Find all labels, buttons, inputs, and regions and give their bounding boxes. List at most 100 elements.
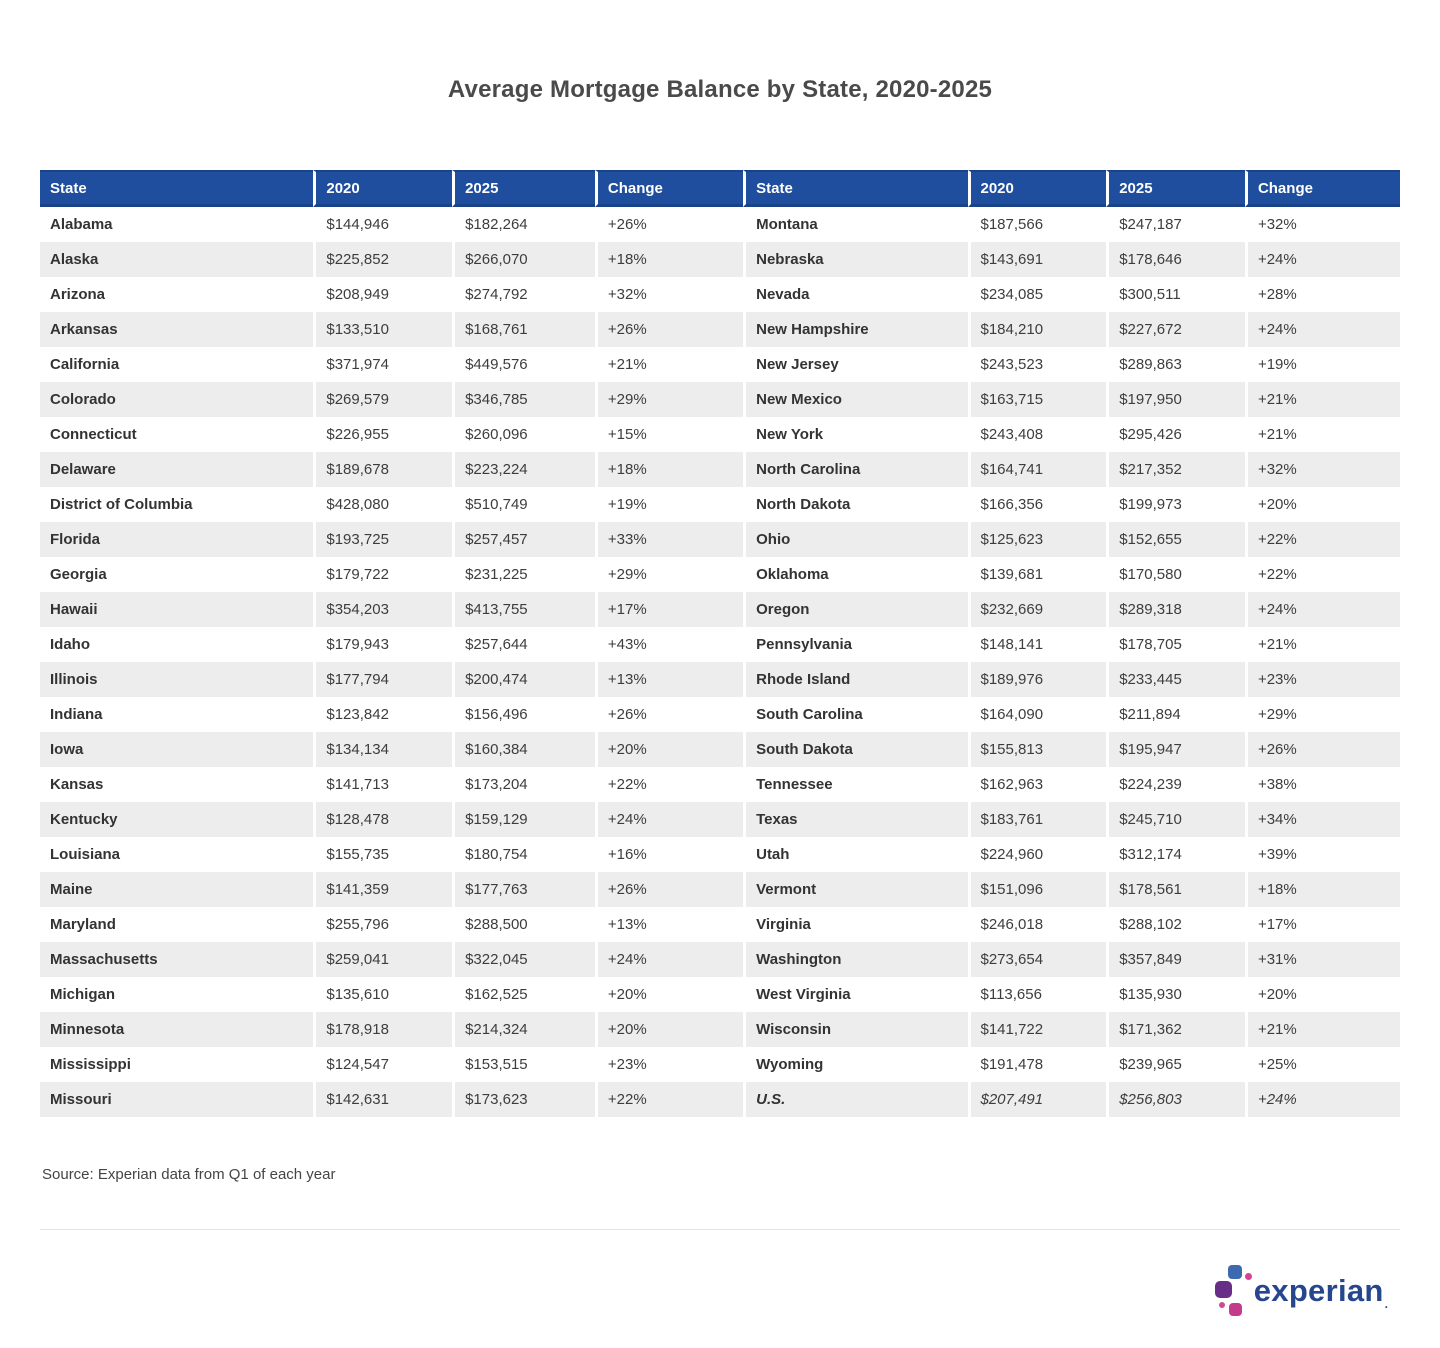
value-cell: $152,655 [1106,522,1245,557]
value-cell: +34% [1244,802,1400,837]
value-cell: +22% [594,1082,744,1117]
value-cell: $144,946 [313,207,453,242]
value-cell: $449,576 [452,347,595,382]
value-cell: +32% [1244,452,1400,487]
state-cell: Illinois [40,662,314,697]
state-cell: Wyoming [743,1047,968,1082]
value-cell: $159,129 [452,802,595,837]
state-cell: Georgia [40,557,314,592]
value-cell: +17% [1244,907,1400,942]
value-cell: $225,852 [313,242,453,277]
value-cell: $153,515 [452,1047,595,1082]
value-cell: $223,224 [452,452,595,487]
value-cell: +18% [1244,872,1400,907]
state-cell: Arizona [40,277,314,312]
table-row: Missouri $142,631 $173,623 +22% U.S. $207,491… [40,1082,1400,1117]
logo-spot-pink-small [1244,1273,1252,1280]
state-cell: Maryland [40,907,314,942]
state-cell: Iowa [40,732,314,767]
value-cell: +33% [594,522,744,557]
state-cell: Texas [743,802,968,837]
value-cell: $170,580 [1106,557,1245,592]
value-cell: $243,408 [967,417,1107,452]
value-cell: +28% [1244,277,1400,312]
state-cell: Oregon [743,592,968,627]
header-row: State 2020 2025 Change State 2020 2025 Change [40,170,1400,207]
value-cell: +24% [594,942,744,977]
footer-divider [40,1229,1400,1230]
table-row: Colorado $269,579 $346,785 +29% New Mexico $1… [40,382,1400,417]
state-cell: Indiana [40,697,314,732]
table-row: Minnesota $178,918 $214,324 +20% Wisconsin $1… [40,1012,1400,1047]
table-row: California $371,974 $449,576 +21% New Jersey… [40,347,1400,382]
value-cell: $231,225 [452,557,595,592]
value-cell: $257,644 [452,627,595,662]
value-cell: $232,669 [967,592,1107,627]
value-cell: +20% [594,1012,744,1047]
state-cell: New Mexico [743,382,968,417]
value-cell: $128,478 [313,802,453,837]
state-cell: New Hampshire [743,312,968,347]
value-cell: $142,631 [313,1082,453,1117]
table-row: Delaware $189,678 $223,224 +18% North Caroli… [40,452,1400,487]
value-cell: $234,085 [967,277,1107,312]
value-cell: $163,715 [967,382,1107,417]
value-cell: $156,496 [452,697,595,732]
value-cell: $246,018 [967,907,1107,942]
value-cell: $135,930 [1106,977,1245,1012]
table-row: Alabama $144,946 $182,264 +26% Montana $187,5… [40,207,1400,242]
value-cell: $300,511 [1106,277,1245,312]
state-cell: Rhode Island [743,662,968,697]
state-cell: Maine [40,872,314,907]
state-cell: Hawaii [40,592,314,627]
state-cell: New Jersey [743,347,968,382]
value-cell: +26% [594,697,744,732]
state-cell: Michigan [40,977,314,1012]
value-cell: $217,352 [1106,452,1245,487]
value-cell: $173,204 [452,767,595,802]
value-cell: $187,566 [967,207,1107,242]
state-cell: Delaware [40,452,314,487]
value-cell: +20% [594,732,744,767]
table-row: Illinois $177,794 $200,474 +13% Rhode Island… [40,662,1400,697]
value-cell: $257,457 [452,522,595,557]
value-cell: $273,654 [967,942,1107,977]
value-cell: $259,041 [313,942,453,977]
value-cell: $178,705 [1106,627,1245,662]
value-cell: $178,918 [313,1012,453,1047]
value-cell: +38% [1244,767,1400,802]
logo-spot-magenta [1228,1303,1242,1316]
table-row: Kentucky $128,478 $159,129 +24% Texas $183,76… [40,802,1400,837]
state-cell: Missouri [40,1082,314,1117]
value-cell: +26% [594,207,744,242]
state-cell: Arkansas [40,312,314,347]
value-cell: $164,741 [967,452,1107,487]
value-cell: +18% [594,452,744,487]
table-row: Kansas $141,713 $173,204 +22% Tennessee $162,… [40,767,1400,802]
state-cell: Alabama [40,207,314,242]
value-cell: $183,761 [967,802,1107,837]
value-cell: $413,755 [452,592,595,627]
state-cell: West Virginia [743,977,968,1012]
value-cell: $200,474 [452,662,595,697]
column-header: Change [594,170,744,207]
value-cell: $214,324 [452,1012,595,1047]
table-body: Alabama $144,946 $182,264 +26% Montana $187,5… [40,207,1400,1117]
value-cell: $243,523 [967,347,1107,382]
state-cell: Virginia [743,907,968,942]
value-cell: +26% [1244,732,1400,767]
state-cell: Massachusetts [40,942,314,977]
table-row: Georgia $179,722 $231,225 +29% Oklahoma $139,… [40,557,1400,592]
value-cell: $151,096 [967,872,1107,907]
state-cell: Louisiana [40,837,314,872]
value-cell: $255,796 [313,907,453,942]
value-cell: +29% [594,382,744,417]
state-cell: California [40,347,314,382]
value-cell: +13% [594,662,744,697]
value-cell: +21% [1244,417,1400,452]
value-cell: +26% [594,312,744,347]
value-cell: $182,264 [452,207,595,242]
column-header: Change [1244,170,1400,207]
column-header: 2025 [1106,170,1245,207]
